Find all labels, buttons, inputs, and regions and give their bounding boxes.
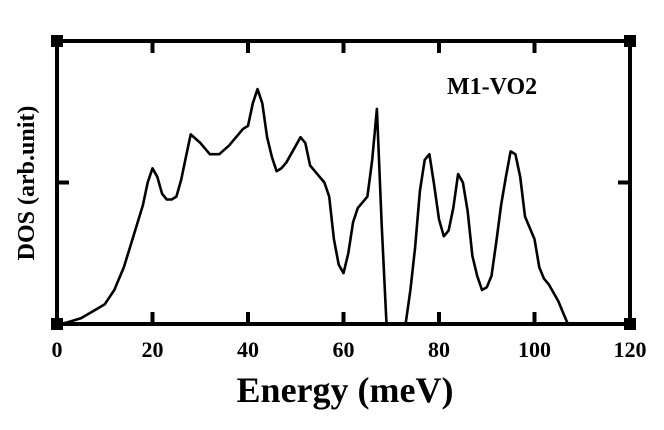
dos-series-line bbox=[56, 87, 570, 326]
y-axis-title: DOS (arb.unit) bbox=[14, 106, 40, 261]
x-tick-label-20: 20 bbox=[142, 337, 164, 362]
x-tick-label-80: 80 bbox=[428, 337, 450, 362]
x-tick-labels: 0 20 40 60 80 100 120 bbox=[52, 337, 647, 362]
y-ticks bbox=[57, 39, 630, 185]
series-annotation: M1-VO2 bbox=[447, 74, 537, 100]
x-tick-label-0: 0 bbox=[52, 337, 63, 362]
plot-frame bbox=[55, 39, 632, 326]
x-tick-label-60: 60 bbox=[333, 337, 355, 362]
x-ticks bbox=[55, 41, 632, 324]
x-tick-label-40: 40 bbox=[237, 337, 259, 362]
x-tick-label-100: 100 bbox=[518, 337, 551, 362]
x-tick-label-120: 120 bbox=[614, 337, 647, 362]
x-axis-title: Energy (meV) bbox=[237, 370, 454, 410]
